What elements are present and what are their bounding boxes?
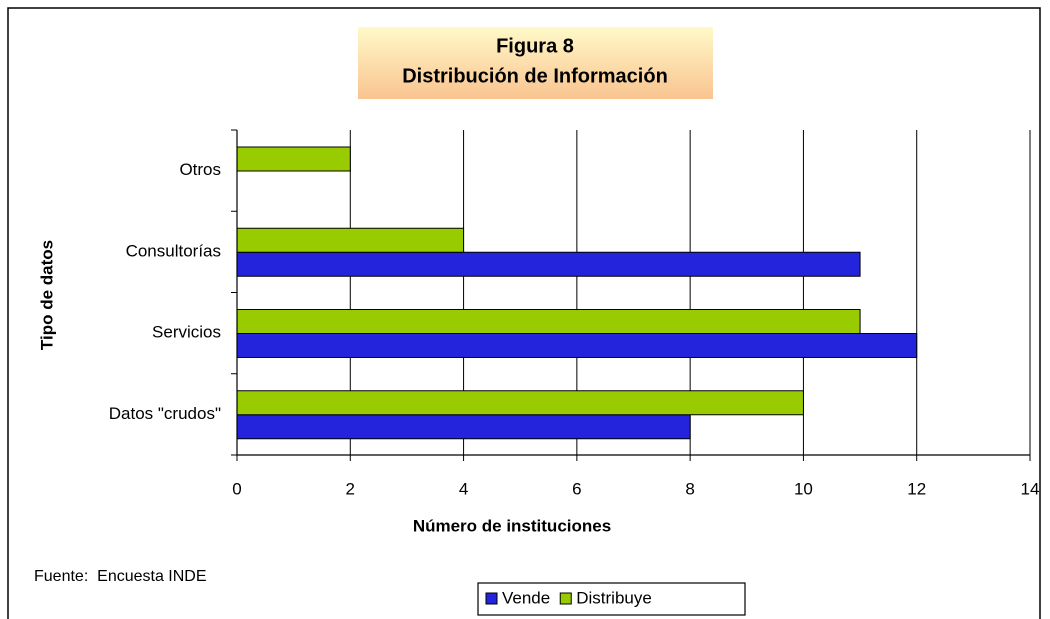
legend-box (477, 582, 746, 616)
bar (236, 251, 861, 277)
x-tick-label: 6 (572, 479, 581, 498)
bar (236, 146, 351, 172)
title-box (358, 27, 713, 99)
x-tick-label: 14 (1021, 479, 1040, 498)
y-tick-label: Servicios (152, 323, 221, 342)
bar (236, 309, 861, 334)
bar (236, 414, 691, 440)
bar (236, 227, 465, 253)
x-tick-label: 8 (685, 479, 694, 498)
bar (236, 333, 918, 358)
y-tick-label: Datos "crudos" (109, 404, 221, 423)
chart-subtitle: Distribución de Información (402, 65, 668, 87)
y-tick-label: Consultorías (126, 241, 221, 260)
y-tick-label: Otros (179, 160, 221, 179)
legend-label: Distribuye (576, 588, 652, 607)
x-tick-label: 0 (232, 479, 241, 498)
x-tick-label: 2 (346, 479, 355, 498)
legend-swatch (559, 592, 572, 605)
legend-swatch (485, 592, 498, 605)
legend-label: Vende (502, 588, 550, 607)
x-tick-label: 12 (907, 479, 926, 498)
bar (236, 390, 804, 416)
y-axis-label: Tipo de datos (37, 240, 56, 350)
chart-title: Figura 8 (496, 35, 574, 57)
frame (7, 7, 1041, 619)
x-tick-label: 10 (794, 479, 813, 498)
source-note: Fuente: Encuesta INDE (34, 568, 207, 585)
x-tick-label: 4 (459, 479, 468, 498)
x-axis-label: Número de instituciones (413, 516, 611, 535)
